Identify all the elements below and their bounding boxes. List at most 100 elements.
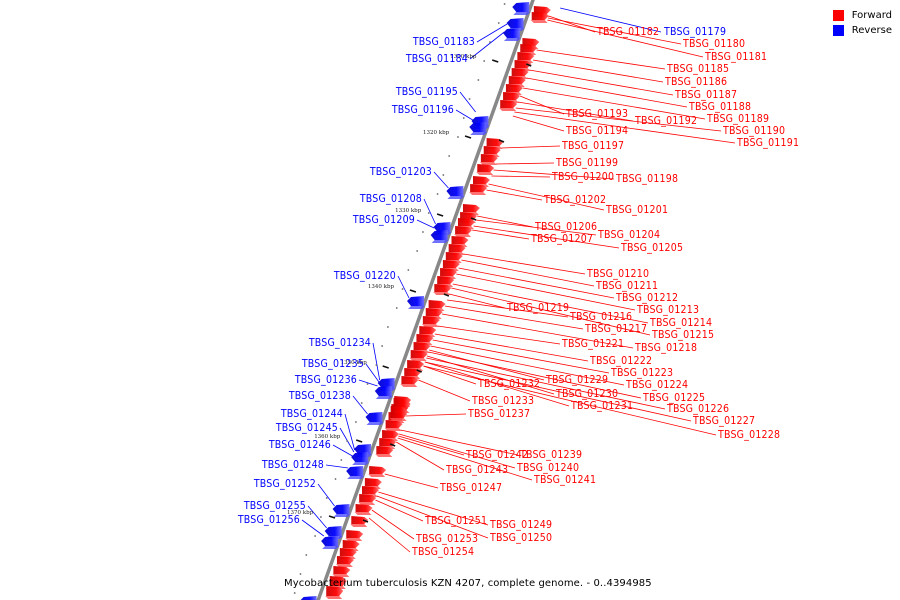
forward-gene-label: TBSG_01229 — [545, 374, 608, 386]
forward-leader-line — [398, 433, 516, 469]
reverse-leader-line — [423, 198, 436, 225]
gene-shadow — [433, 292, 451, 295]
forward-gene-label: TBSG_01187 — [674, 89, 737, 101]
scale-dot — [457, 136, 459, 138]
gene-body — [346, 466, 364, 476]
forward-leader-line — [428, 351, 642, 399]
gene-body — [505, 84, 523, 92]
forward-gene-label: TBSG_01186 — [664, 76, 727, 88]
forward-gene-label: TBSG_01193 — [565, 108, 628, 120]
forward-gene-label: TBSG_01249 — [489, 519, 552, 531]
reverse-leader-line — [332, 444, 353, 457]
forward-leader-line — [405, 413, 467, 417]
forward-leader-line — [473, 225, 620, 249]
forward-leader-line — [452, 283, 649, 324]
reverse-leader-line — [397, 275, 410, 299]
reverse-gene-label: TBSG_01255 — [243, 500, 306, 512]
gene-body — [332, 504, 350, 514]
forward-leader-line — [536, 49, 666, 70]
forward-leader-line — [519, 95, 565, 115]
forward-leader-line — [451, 287, 651, 336]
reverse-gene-label: TBSG_01234 — [308, 337, 371, 349]
gene-body — [533, 6, 551, 14]
gene-body — [446, 186, 464, 196]
scale-tick — [491, 59, 499, 63]
forward-leader-line — [501, 145, 561, 149]
forward-gene-glyph — [335, 556, 354, 567]
gene-body — [369, 466, 387, 474]
gene-body — [390, 406, 408, 418]
scale-tick — [389, 443, 396, 447]
forward-gene-glyph — [325, 586, 344, 599]
scale-dot — [346, 440, 349, 442]
gene-shadow — [322, 546, 340, 549]
scale-dot — [503, 3, 506, 5]
forward-gene-label: TBSG_01225 — [642, 392, 705, 404]
scale-dot — [360, 402, 363, 404]
scale-dots — [293, 3, 506, 594]
scale-dot — [442, 174, 445, 176]
forward-leader-line — [375, 499, 424, 522]
scale-label: 1310 kbp — [450, 54, 477, 60]
gene-shadow — [335, 564, 353, 567]
scale-dot — [375, 364, 378, 366]
gene-body — [514, 60, 532, 68]
forward-gene-label: TBSG_01243 — [445, 464, 508, 476]
forward-leader-line — [426, 357, 666, 410]
scale-dot — [340, 459, 343, 461]
forward-leader-line — [472, 229, 530, 240]
forward-leader-line — [432, 339, 610, 374]
gene-body — [502, 28, 520, 38]
gene-body — [433, 222, 451, 232]
forward-leader-line — [423, 365, 477, 385]
forward-leader-line — [430, 345, 625, 386]
reverse-gene-glyph — [346, 466, 365, 479]
scale-dot — [497, 22, 500, 24]
scale-label: 1340 kbp — [368, 284, 395, 290]
genome-caption: Mycobacterium tuberculosis KZN 4207, com… — [284, 578, 652, 589]
forward-gene-label: TBSG_01198 — [615, 173, 678, 185]
reverse-gene-label: TBSG_01246 — [268, 439, 331, 451]
reverse-gene-glyph — [300, 596, 317, 600]
scale-dot — [314, 535, 317, 537]
scale-label: 1320 kbp — [423, 130, 450, 136]
scale-dot — [436, 193, 439, 195]
scale-tick — [362, 519, 369, 523]
gene-body — [416, 334, 434, 342]
forward-gene-glyph — [479, 154, 498, 165]
forward-gene-label: TBSG_01213 — [636, 304, 699, 316]
forward-gene-glyph — [476, 164, 495, 175]
forward-gene-label: TBSG_01204 — [597, 229, 660, 241]
forward-leader-line — [491, 175, 551, 178]
gene-body — [469, 122, 487, 132]
gene-shadow — [479, 162, 497, 165]
gene-body — [362, 486, 380, 494]
legend-label-forward: Forward — [851, 9, 892, 21]
forward-leader-line — [526, 77, 688, 108]
scale-tick — [382, 365, 389, 369]
scale-dot — [427, 212, 430, 214]
forward-gene-glyph — [375, 446, 394, 457]
forward-gene-glyph — [350, 516, 369, 527]
forward-gene-label: TBSG_01211 — [595, 280, 658, 292]
forward-gene-label: TBSG_01228 — [717, 429, 780, 441]
gene-body — [339, 548, 357, 556]
reverse-gene-glyph — [430, 230, 449, 243]
scale-label: 1360 kbp — [314, 434, 341, 440]
scale-tick — [416, 369, 422, 373]
scale-dot — [299, 573, 302, 575]
gene-body — [442, 260, 460, 268]
forward-leader-line — [475, 219, 597, 236]
reverse-gene-label: TBSG_01203 — [369, 166, 432, 178]
gene-body — [374, 386, 392, 396]
gene-body — [336, 556, 354, 564]
gene-shadow — [368, 474, 386, 477]
reverse-gene-label: TBSG_01220 — [333, 270, 396, 282]
reverse-gene-label: TBSG_01252 — [253, 478, 316, 490]
reverse-gene-glyph — [351, 452, 370, 465]
gene-body — [503, 92, 521, 100]
gene-body — [385, 420, 403, 428]
forward-gene-label: TBSG_01216 — [569, 311, 632, 323]
reverse-gene-glyph — [512, 2, 531, 15]
scale-dot — [477, 79, 480, 81]
